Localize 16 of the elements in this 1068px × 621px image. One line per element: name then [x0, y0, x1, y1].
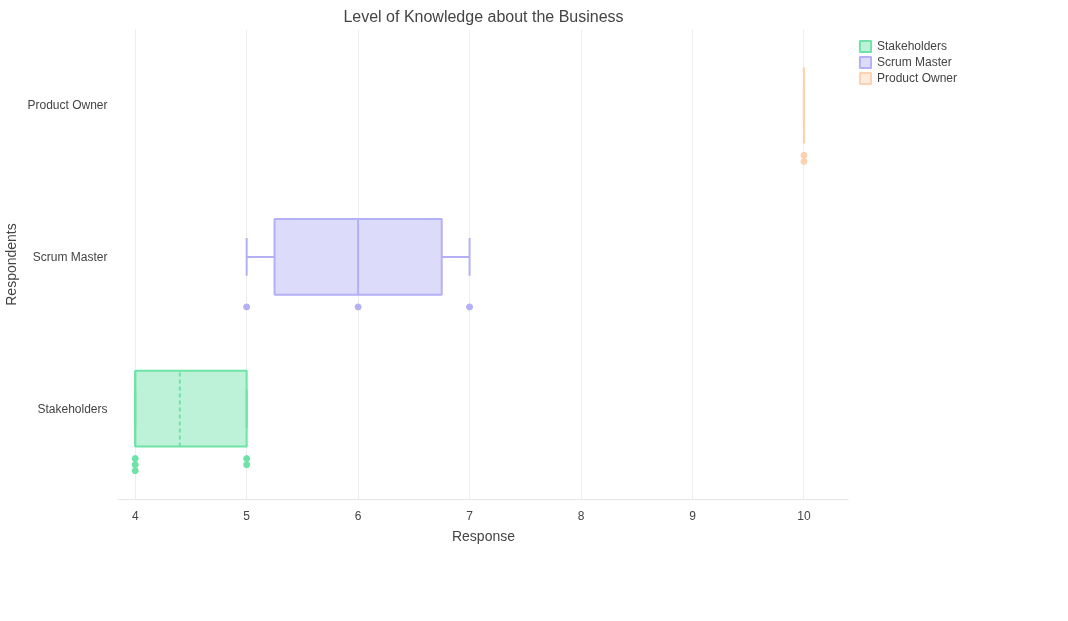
legend-label: Product Owner: [877, 71, 958, 85]
x-tick-label: 8: [577, 508, 585, 523]
y-tick-label: Scrum Master: [32, 249, 108, 264]
y-axis-title: Respondents: [3, 223, 20, 306]
chart-title: Level of Knowledge about the Business: [343, 7, 624, 25]
x-tick-label: 4: [131, 508, 139, 523]
x-tick-label: 9: [689, 508, 697, 523]
y-tick-label: Product Owner: [27, 98, 108, 113]
legend-label: Stakeholders: [877, 39, 948, 53]
x-tick-label: 5: [243, 508, 251, 523]
x-tick-label: 10: [797, 508, 811, 523]
x-axis-title: Response: [451, 527, 516, 544]
legend-label: Scrum Master: [877, 55, 952, 69]
x-tick-label: 6: [354, 508, 362, 523]
y-tick-label: Stakeholders: [37, 401, 108, 416]
x-tick-label: 7: [466, 508, 474, 523]
